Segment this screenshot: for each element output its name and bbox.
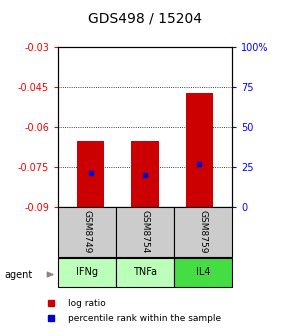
Text: percentile rank within the sample: percentile rank within the sample [68, 314, 221, 323]
Bar [186, 93, 213, 207]
Text: agent: agent [4, 269, 32, 280]
Bar [131, 141, 159, 207]
Bar [174, 207, 232, 257]
Text: IFNg: IFNg [76, 267, 98, 278]
Bar [174, 258, 232, 287]
Text: GSM8759: GSM8759 [198, 210, 208, 254]
Bar [58, 258, 116, 287]
Text: GDS498 / 15204: GDS498 / 15204 [88, 12, 202, 26]
Bar [77, 141, 104, 207]
Bar [116, 207, 174, 257]
Text: TNFa: TNFa [133, 267, 157, 278]
Bar [58, 207, 116, 257]
Text: IL4: IL4 [196, 267, 210, 278]
Bar [116, 258, 174, 287]
Text: GSM8749: GSM8749 [82, 210, 92, 254]
Text: log ratio: log ratio [68, 299, 106, 308]
Text: GSM8754: GSM8754 [140, 210, 150, 254]
